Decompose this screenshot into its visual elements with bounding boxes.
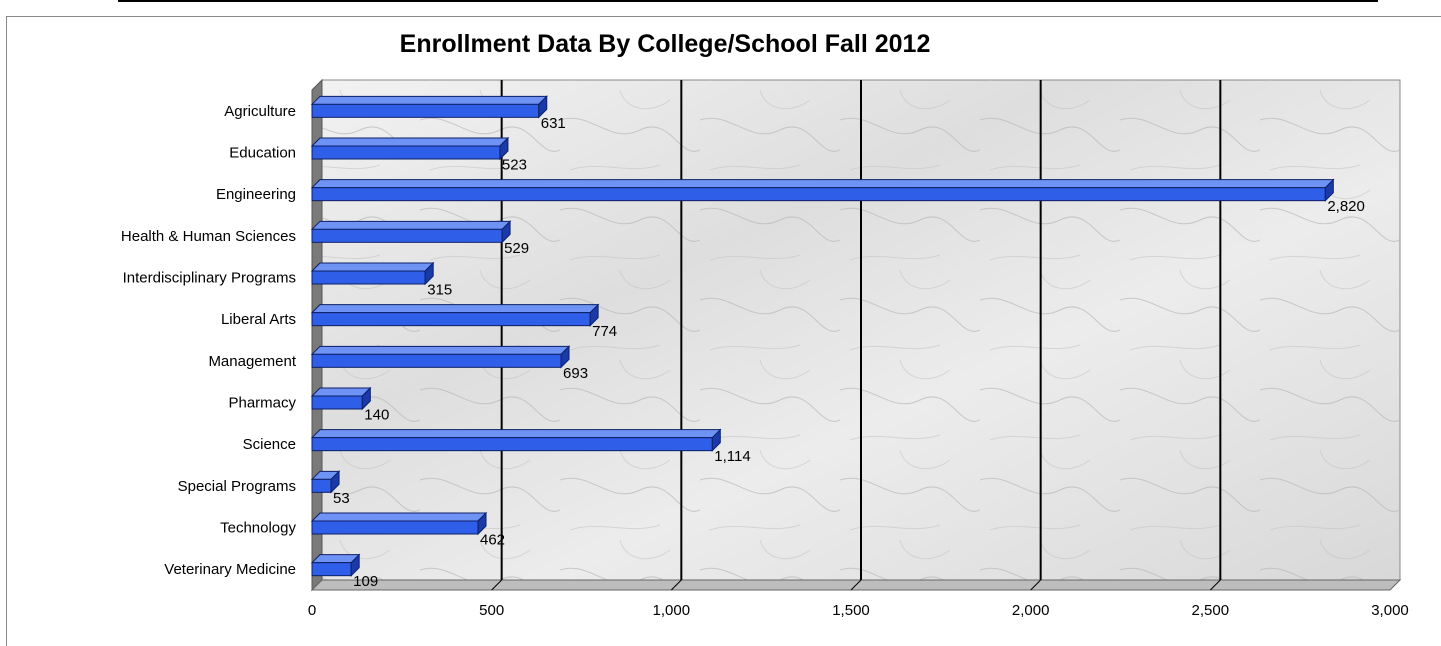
x-tick-label: 2,000 <box>1012 602 1050 619</box>
x-tick-label: 500 <box>479 602 504 619</box>
category-label: Pharmacy <box>228 395 296 412</box>
bar <box>311 437 713 452</box>
value-label: 1,114 <box>714 448 750 465</box>
bar-top <box>310 387 372 397</box>
chart-frame-top <box>6 16 1441 17</box>
bar-end <box>538 95 548 119</box>
category-label: Health & Human Sciences <box>121 228 296 245</box>
x-tick-label: 1,000 <box>653 602 691 619</box>
bar <box>311 353 562 368</box>
bar-end <box>499 136 509 161</box>
bar-top <box>310 179 1335 189</box>
bar-end <box>589 303 599 327</box>
bar <box>311 520 479 535</box>
bar <box>311 187 1326 202</box>
x-gridline-floor <box>850 579 862 591</box>
x-tick-label: 1,500 <box>832 602 870 619</box>
value-label: 2,820 <box>1327 198 1365 215</box>
bar <box>311 270 426 285</box>
bar-top <box>310 345 571 355</box>
bar <box>311 562 352 577</box>
value-label: 693 <box>563 365 588 382</box>
bar-top <box>310 220 512 230</box>
x-gridline-floor <box>670 579 682 591</box>
bar <box>311 103 540 118</box>
value-label: 462 <box>480 532 505 549</box>
bar-end <box>361 386 371 411</box>
x-tick-label: 0 <box>308 602 316 619</box>
category-label: Veterinary Medicine <box>164 561 296 578</box>
bar-end <box>330 470 340 494</box>
bar-top <box>310 512 488 522</box>
bar-end <box>477 511 487 536</box>
x-tick-label: 2,500 <box>1192 602 1230 619</box>
bar <box>311 478 332 493</box>
bar <box>311 395 363 410</box>
bar-end <box>501 220 511 244</box>
category-label: Education <box>229 145 296 162</box>
bar-end <box>350 553 360 577</box>
x-gridline-floor <box>1030 579 1042 591</box>
category-label: Science <box>243 436 296 453</box>
x-gridline-floor <box>491 579 503 591</box>
value-label: 529 <box>504 240 529 257</box>
bar-top <box>310 304 600 314</box>
bar-top <box>310 95 548 105</box>
value-label: 523 <box>502 157 527 174</box>
value-label: 109 <box>353 573 378 590</box>
value-label: 774 <box>592 323 617 340</box>
category-label: Interdisciplinary Programs <box>123 270 296 287</box>
category-label: Agriculture <box>224 103 296 120</box>
category-label: Engineering <box>216 186 296 203</box>
chart-title: Enrollment Data By College/School Fall 2… <box>399 30 931 58</box>
bar <box>311 145 501 160</box>
bar-end <box>1324 178 1334 202</box>
bar <box>311 312 591 327</box>
bar-end <box>424 261 434 286</box>
category-label: Liberal Arts <box>221 311 296 328</box>
chart-frame-left <box>6 16 7 646</box>
value-label: 53 <box>333 490 350 507</box>
top-rule <box>118 0 1378 2</box>
bar-top <box>310 137 510 147</box>
bar-end <box>711 428 721 452</box>
bar <box>311 228 503 243</box>
value-label: 631 <box>541 115 566 132</box>
x-tick-label: 3,000 <box>1371 602 1409 619</box>
bar-end <box>560 345 570 369</box>
category-label: Special Programs <box>178 478 296 495</box>
category-label: Technology <box>220 520 296 537</box>
value-label: 315 <box>427 282 452 299</box>
bar-top <box>310 429 722 439</box>
x-gridline-floor <box>1209 579 1221 591</box>
value-label: 140 <box>364 407 389 424</box>
bar-top <box>310 262 435 272</box>
category-label: Management <box>208 353 296 370</box>
